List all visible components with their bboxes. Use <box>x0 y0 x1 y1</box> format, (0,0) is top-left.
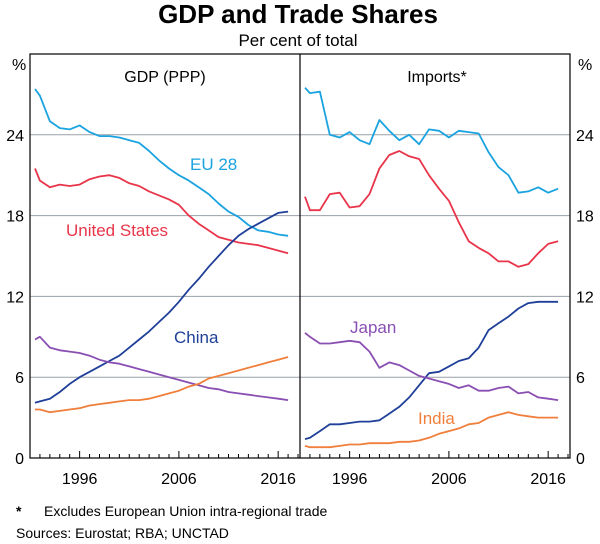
y-tick-label-right: 18 <box>576 209 594 226</box>
x-tick-label: 2016 <box>260 471 296 488</box>
x-tick-label: 1996 <box>62 471 98 488</box>
label-india: India <box>418 409 455 428</box>
right-unit-label: % <box>578 57 592 74</box>
x-tick-label: 2006 <box>161 471 197 488</box>
y-tick-label-right: 12 <box>576 289 594 306</box>
line-eu-28 <box>304 87 559 194</box>
line-japan <box>304 332 559 401</box>
y-axis-right: 0 6 12 18 24 <box>576 128 594 468</box>
y-tick-label-right: 24 <box>576 128 594 145</box>
panel-title-imports: Imports* <box>407 69 467 86</box>
label-united-states: United States <box>66 221 168 240</box>
line-eu-28 <box>34 88 289 237</box>
y-tick-label-left: 0 <box>15 451 24 468</box>
y-tick-label-left: 24 <box>6 128 24 145</box>
x-tick-label: 2006 <box>431 471 467 488</box>
chart-title: GDP and Trade Shares <box>158 0 438 29</box>
y-tick-label-right: 0 <box>576 451 585 468</box>
y-tick-label-right: 6 <box>576 370 585 387</box>
line-united-states <box>304 150 559 268</box>
footnote-note: * Excludes European Union intra-regional … <box>16 503 327 519</box>
panel-gdp: 1996 2006 2016 <box>29 88 299 488</box>
x-tick-label: 2016 <box>530 471 566 488</box>
footnote-text: Excludes European Union intra-regional t… <box>44 503 328 519</box>
line-india <box>304 411 559 449</box>
x-tick-label: 1996 <box>332 471 368 488</box>
footnote-sources: Sources: Eurostat; RBA; UNCTAD <box>16 525 229 541</box>
y-tick-label-left: 18 <box>6 209 24 226</box>
line-united-states <box>34 168 289 255</box>
line-japan <box>34 335 289 401</box>
y-tick-label-left: 12 <box>6 289 24 306</box>
panel-title-gdp: GDP (PPP) <box>124 69 206 86</box>
label-eu28: EU 28 <box>190 155 237 174</box>
y-tick-label-left: 6 <box>15 370 24 387</box>
left-unit-label: % <box>12 57 26 74</box>
footnote-marker: * <box>16 503 22 519</box>
line-china <box>34 210 289 404</box>
panel-imports: 1996 2006 2016 <box>299 87 569 488</box>
y-axis-left: 0 6 12 18 24 <box>6 128 24 468</box>
chart-subtitle: Per cent of total <box>238 31 357 50</box>
label-japan: Japan <box>350 318 396 337</box>
line-china <box>304 300 559 440</box>
line-india <box>35 356 289 414</box>
label-china: China <box>174 328 219 347</box>
